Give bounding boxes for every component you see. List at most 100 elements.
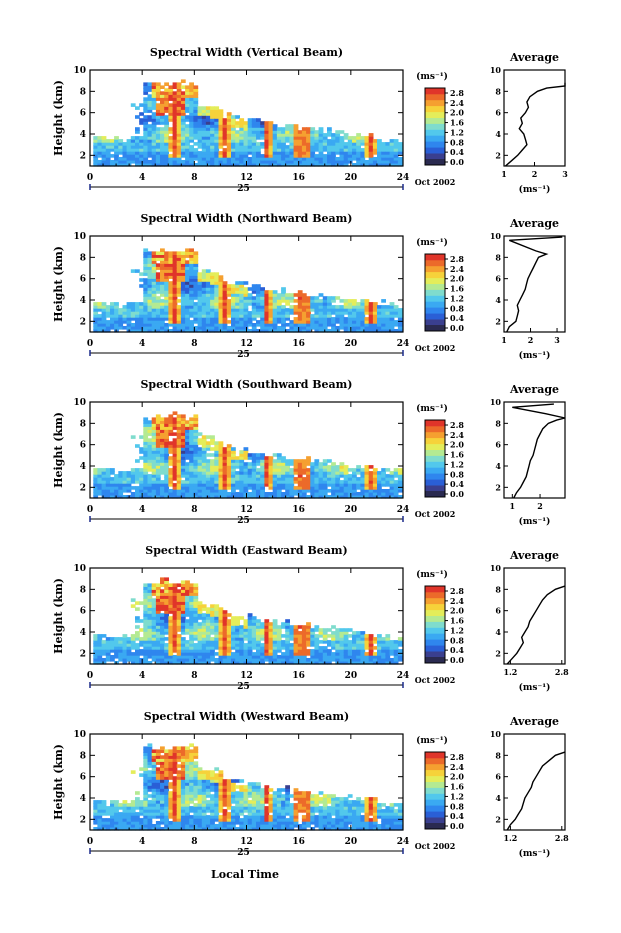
heatmap-cell (193, 302, 198, 306)
average-y-tick-label: 6 (495, 606, 501, 616)
average-x-tick-label: 3 (562, 169, 568, 179)
heatmap-cell (248, 157, 253, 161)
heatmap-cell (273, 619, 278, 623)
colorbar-tick-label: 2.4 (450, 596, 464, 606)
heatmap-cell (102, 640, 107, 644)
heatmap-cell (356, 302, 361, 306)
heatmap-cell (102, 658, 107, 662)
colorbar-segment (425, 438, 445, 444)
heatmap-cell (239, 616, 244, 620)
heatmap-cell (369, 634, 374, 638)
colorbar-tick-label: 0.0 (450, 323, 464, 333)
heatmap-cell (223, 447, 228, 451)
average-y-tick-label: 8 (495, 252, 501, 262)
colorbar-segment (425, 450, 445, 456)
heatmap-cell (231, 284, 236, 288)
heatmap-cell (127, 139, 132, 143)
heatmap-cell (294, 459, 299, 463)
heatmap-cell (294, 124, 299, 128)
heatmap-cell (152, 112, 157, 116)
colorbar-segment (425, 473, 445, 479)
heatmap-cell (202, 106, 207, 110)
heatmap-cell (93, 136, 98, 140)
heatmap-cell (327, 296, 332, 300)
heatmap-cell (248, 118, 253, 122)
heatmap-cell (356, 631, 361, 635)
y-tick-label: 6 (80, 275, 86, 285)
heatmap-cell (277, 127, 282, 131)
average-y-tick-label: 6 (495, 440, 501, 450)
heatmap-cell (131, 136, 136, 140)
heatmap-cell (193, 583, 198, 587)
heatmap-cell (385, 468, 390, 472)
heatmap-cell (131, 269, 136, 273)
heatmap-cell (314, 634, 319, 638)
heatmap-cell (273, 453, 278, 457)
heatmap-cell (385, 634, 390, 638)
heatmap-cell (139, 103, 144, 107)
heatmap-cell (390, 640, 395, 644)
heatmap-cell (369, 133, 374, 137)
heatmap-cell (344, 628, 349, 632)
heatmap-cell (252, 323, 257, 327)
heatmap-cell (177, 583, 182, 587)
heatmap-cell (206, 106, 211, 110)
heatmap-cell (177, 299, 182, 303)
heatmap-cell (235, 492, 240, 496)
colorbar-tick-label: 0.0 (450, 157, 464, 167)
heatmap-cell (173, 251, 178, 255)
colorbar-underflow (425, 491, 445, 497)
heatmap-cell (173, 483, 178, 487)
y-tick-label: 2 (80, 151, 86, 161)
heatmap-cell (239, 118, 244, 122)
heatmap-cell (139, 773, 144, 777)
heatmap-cell (294, 293, 299, 297)
heatmap-cell (93, 800, 98, 804)
heatmap-cell (244, 619, 249, 623)
y-tick-label: 8 (80, 87, 86, 97)
y-tick-label: 4 (80, 130, 86, 140)
heatmap-cell (219, 607, 224, 611)
heatmap-cell (160, 589, 165, 593)
heatmap-cell (385, 489, 390, 493)
heatmap-cell (331, 462, 336, 466)
heatmap-cell (340, 305, 345, 309)
colorbar-segment (425, 426, 445, 432)
heatmap-cell (223, 118, 228, 122)
heatmap-cell (143, 278, 148, 282)
heatmap-cell (135, 468, 140, 472)
heatmap-cell (285, 459, 290, 463)
heatmap-cell (173, 411, 178, 415)
heatmap-cell (248, 287, 253, 291)
heatmap-cell (106, 305, 111, 309)
heatmap-cell (164, 115, 169, 119)
heatmap-cell (289, 124, 294, 128)
heatmap-cell (381, 637, 386, 641)
heatmap-cell (131, 492, 136, 496)
colorbar-segment (425, 432, 445, 438)
colorbar-tick-label: 0.4 (450, 313, 464, 323)
heatmap-cell (143, 417, 148, 421)
heatmap-cell (127, 471, 132, 475)
average-x-tick-label: 2 (532, 169, 538, 179)
heatmap-cell (198, 106, 203, 110)
heatmap-cell (185, 619, 190, 623)
heatmap-cell (348, 299, 353, 303)
heatmap-cell (181, 91, 186, 95)
heatmap-cell (148, 794, 153, 798)
heatmap-cell (356, 492, 361, 496)
colorbar-tick-label: 2.8 (450, 88, 464, 98)
colorbar-unit: (ms⁻¹) (416, 237, 448, 248)
colorbar-segment (425, 147, 445, 153)
heatmap-cell (135, 444, 140, 448)
heatmap-cell (181, 160, 186, 164)
heatmap-cell (331, 652, 336, 656)
heatmap-cell (244, 281, 249, 285)
heatmap-cell (394, 305, 399, 309)
heatmap-cell (227, 320, 232, 324)
colorbar-segment (425, 124, 445, 130)
heatmap-cell (202, 435, 207, 439)
heatmap-cell (252, 118, 257, 122)
heatmap-cell (306, 296, 311, 300)
